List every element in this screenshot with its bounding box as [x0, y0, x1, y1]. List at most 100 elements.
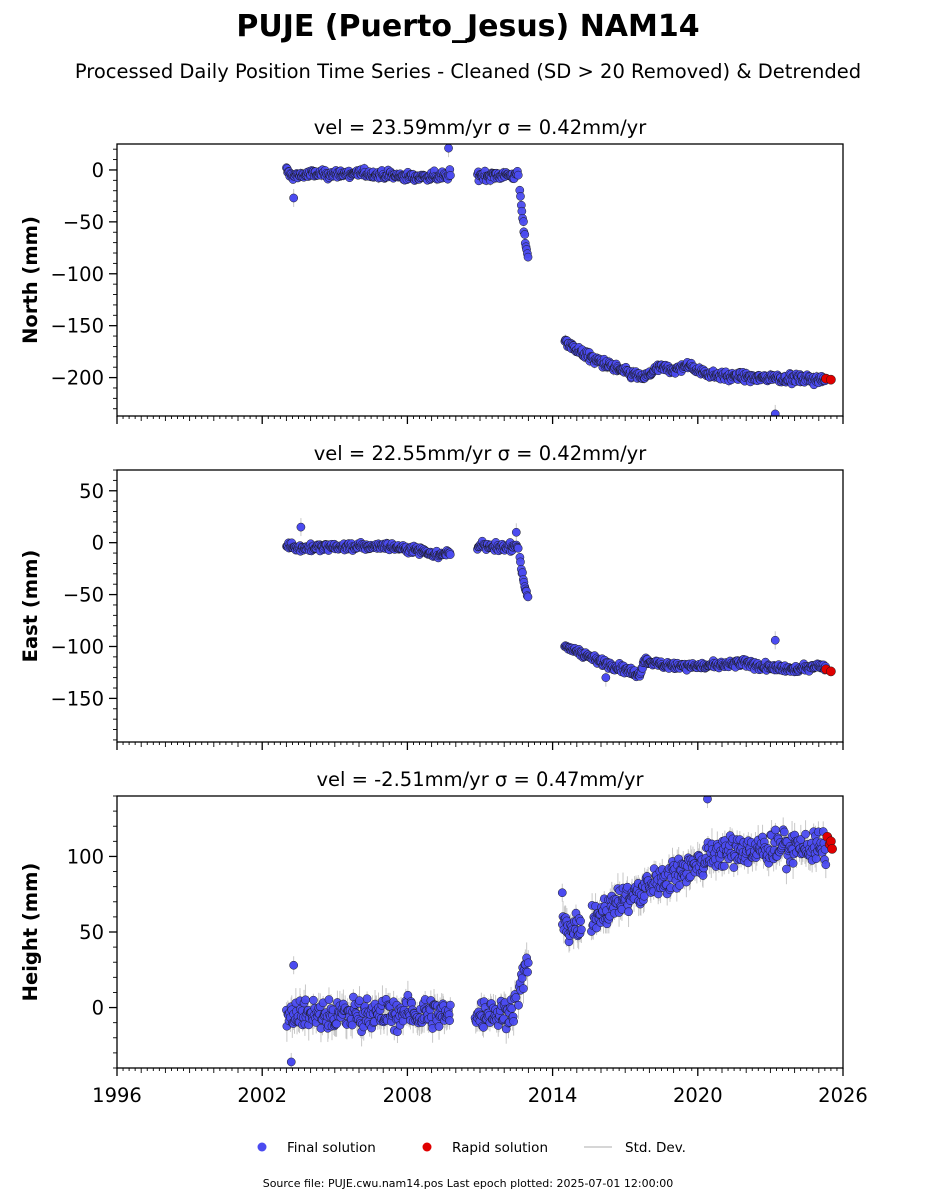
final-point: [362, 994, 372, 1004]
y-tick-label: −50: [63, 584, 104, 607]
final-point: [446, 171, 455, 180]
final-point: [514, 1000, 523, 1010]
y-tick-label: −100: [50, 635, 104, 658]
final-point: [523, 967, 532, 977]
y-ticks: 50 0 −50 −100 −150: [50, 469, 117, 741]
panels: 0 −50 −100 −150 −200 vel = 23.59mm/yr σ = 0.4…: [19, 116, 868, 1107]
final-point: [801, 829, 810, 839]
final-point: [309, 995, 318, 1005]
final-point: [523, 592, 533, 602]
y-tick-label: −100: [50, 263, 104, 286]
y-tick-label: 100: [67, 845, 104, 868]
panel-2: 50 0 −50 −100 −150 vel = 22.55mm/yr σ = 0.42m…: [19, 442, 844, 750]
final-point: [445, 550, 455, 559]
x-tick-label: 2020: [673, 1084, 723, 1107]
final-point: [698, 871, 708, 880]
final-points: [282, 796, 831, 1067]
rapid-point: [827, 844, 837, 854]
y-tick-label: −150: [50, 687, 104, 710]
y-tick-label: 50: [79, 921, 104, 944]
legend-final-marker: [257, 1142, 267, 1152]
final-point: [513, 543, 523, 553]
panel-1: 0 −50 −100 −150 −200 vel = 23.59mm/yr σ = 0.4…: [19, 116, 844, 424]
final-point: [523, 958, 533, 968]
outlier-point: [557, 888, 567, 898]
final-point: [788, 858, 798, 868]
y-ticks: 0 −50 −100 −150 −200: [50, 148, 117, 410]
rapid-points: [821, 664, 836, 677]
legend-rapid-marker: [422, 1142, 432, 1152]
final-points: [282, 522, 830, 682]
y-tick-label: −50: [63, 211, 104, 234]
panel-subtitle: vel = 23.59mm/yr σ = 0.42mm/yr: [314, 116, 647, 139]
final-point: [519, 984, 528, 993]
y-ticks: 100 50 0: [67, 795, 117, 1069]
final-point: [509, 1017, 518, 1026]
final-point: [771, 825, 780, 835]
final-point: [301, 995, 310, 1005]
x-ticks: 1996 2002 2008 2014 2020 2026: [92, 1068, 868, 1107]
rapid-point: [826, 374, 836, 385]
y-tick-label: −150: [50, 315, 104, 338]
footer-source: Source file: PUJE.cwu.nam14.pos Last epo…: [263, 1177, 674, 1190]
final-points: [282, 144, 830, 416]
outlier-point: [770, 409, 780, 416]
outlier-point: [444, 144, 453, 153]
panel-subtitle: vel = 22.55mm/yr σ = 0.42mm/yr: [314, 442, 647, 465]
y-tick-label: −200: [50, 367, 104, 390]
x-tick-label: 2002: [237, 1084, 287, 1107]
final-point: [445, 1000, 455, 1010]
panel-subtitle: vel = -2.51mm/yr σ = 0.47mm/yr: [316, 768, 644, 791]
y-tick-label: 50: [79, 480, 104, 503]
final-point: [513, 170, 523, 180]
final-point: [324, 995, 334, 1004]
legend-std-label: Std. Dev.: [625, 1140, 686, 1156]
legend-final-label: Final solution: [287, 1140, 376, 1156]
figure-subtitle: Processed Daily Position Time Series - C…: [75, 60, 861, 83]
panel-3: 1996 2002 2008 2014 2020 2026 100 50 0 vel = -2.5…: [19, 768, 868, 1107]
rapid-points: [821, 373, 836, 385]
x-tick-label: 2008: [383, 1084, 433, 1107]
legend: Final solution Rapid solution Std. Dev.: [257, 1140, 686, 1156]
x-ticks: [116, 416, 844, 424]
final-point: [445, 1016, 454, 1025]
final-point: [520, 230, 530, 239]
final-point: [779, 827, 789, 837]
x-tick-label: 2026: [818, 1084, 868, 1107]
rapid-points: [822, 831, 837, 854]
y-axis-label: East (mm): [19, 550, 42, 663]
outlier-point: [511, 527, 521, 537]
outlier-point: [289, 960, 299, 970]
y-axis-label: Height (mm): [19, 863, 42, 1002]
final-point: [821, 860, 831, 870]
final-point: [479, 1023, 488, 1032]
final-point: [576, 916, 585, 926]
final-point: [516, 557, 525, 567]
plot-area: [282, 144, 836, 416]
legend-rapid-label: Rapid solution: [452, 1140, 548, 1156]
outlier-point: [601, 673, 611, 682]
final-point: [719, 861, 729, 871]
final-point: [782, 864, 791, 874]
final-point: [434, 1022, 444, 1031]
final-point: [811, 854, 821, 864]
final-point: [511, 993, 521, 1002]
final-point: [639, 891, 649, 901]
x-tick-label: 2014: [528, 1084, 578, 1107]
figure-title: PUJE (Puerto_Jesus) NAM14: [236, 9, 699, 44]
y-tick-label: 0: [92, 159, 104, 182]
final-point: [519, 217, 528, 226]
final-point: [729, 863, 739, 872]
plot-area: [282, 796, 837, 1068]
x-tick-label: 1996: [92, 1084, 142, 1107]
outlier-point: [286, 1057, 296, 1067]
y-axis-label: North (mm): [19, 216, 42, 344]
final-point: [577, 925, 586, 934]
y-tick-label: 0: [92, 532, 104, 555]
outlier-point: [289, 193, 299, 203]
axes-frame: [116, 469, 844, 743]
final-point: [516, 192, 525, 201]
outlier-point: [296, 522, 306, 532]
final-point: [624, 907, 633, 917]
